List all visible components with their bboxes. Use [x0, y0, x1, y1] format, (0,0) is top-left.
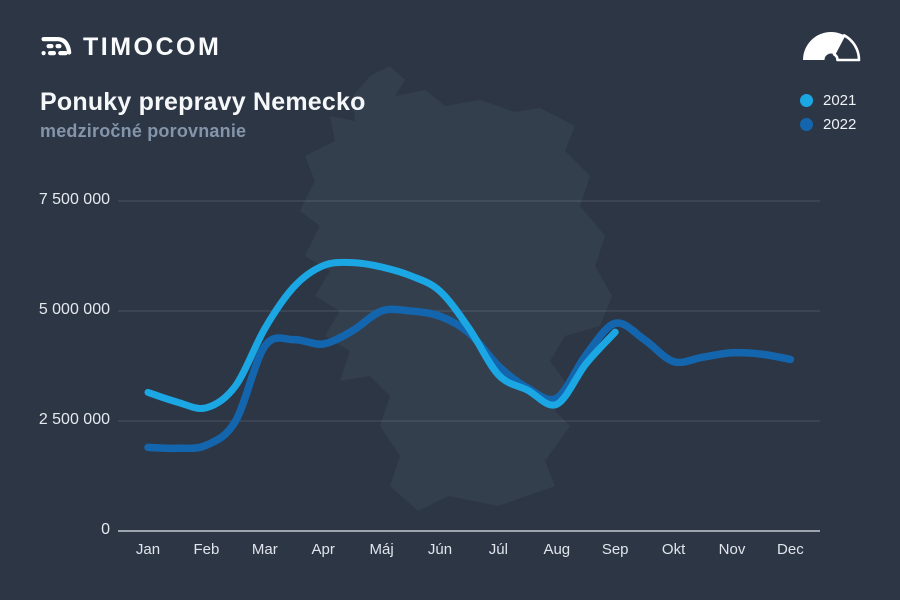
- series-line-2022: [144, 258, 619, 412]
- page-subtitle: medziročné porovnanie: [40, 121, 247, 141]
- legend-label-2022: 2021: [823, 92, 857, 109]
- y-axis-label: 0: [101, 521, 110, 538]
- speedometer-gauge-icon: [803, 32, 861, 62]
- x-axis-label: Júl: [488, 541, 508, 558]
- y-axis-label: 7 500 000: [38, 191, 110, 208]
- x-axis-label: Jan: [135, 541, 161, 558]
- legend-dot-2022: [800, 94, 813, 107]
- timocom-truck-icon: [41, 37, 72, 56]
- y-axis-label: 2 500 000: [38, 411, 110, 428]
- x-axis-label: Okt: [661, 541, 686, 558]
- legend-label-2021: 2022: [823, 116, 857, 133]
- x-axis-label: Dec: [777, 541, 804, 558]
- x-axis-label: Sep: [601, 541, 629, 558]
- x-axis-label: Mar: [251, 541, 278, 558]
- page-title: Ponuky prepravy Nemecko: [40, 88, 366, 116]
- x-axis-label: Aug: [543, 541, 571, 558]
- x-axis-label: Nov: [718, 541, 746, 558]
- data-series: [144, 258, 795, 453]
- x-axis-label: Jún: [427, 541, 453, 558]
- x-axis-label: Feb: [193, 541, 220, 558]
- legend-item-2022: 2021: [800, 92, 856, 109]
- legend-item-2021: 2022: [800, 116, 856, 133]
- y-axis-label: 5 000 000: [38, 301, 110, 318]
- brand-logo: TIMOCOM: [40, 33, 221, 62]
- legend-dot-2021: [800, 118, 813, 131]
- x-axis-label: Máj: [369, 541, 394, 558]
- x-axis-label: Apr: [311, 541, 335, 558]
- brand-name: TIMOCOM: [83, 33, 222, 61]
- germany-map-silhouette: [300, 66, 612, 511]
- chart-legend: 2021 2022: [800, 92, 856, 133]
